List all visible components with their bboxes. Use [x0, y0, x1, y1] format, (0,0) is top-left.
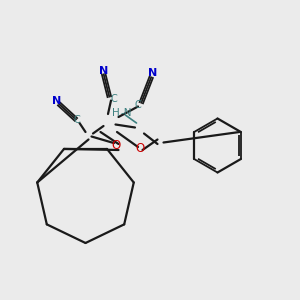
- Text: C: C: [111, 94, 117, 104]
- Text: N: N: [99, 65, 108, 76]
- Text: N: N: [148, 68, 158, 79]
- Text: N: N: [52, 95, 62, 106]
- Text: C: C: [73, 115, 80, 125]
- Text: H: H: [112, 107, 119, 118]
- Text: C: C: [135, 100, 141, 110]
- Text: O: O: [135, 142, 144, 155]
- Text: -N: -N: [121, 107, 132, 118]
- Text: O: O: [111, 139, 120, 152]
